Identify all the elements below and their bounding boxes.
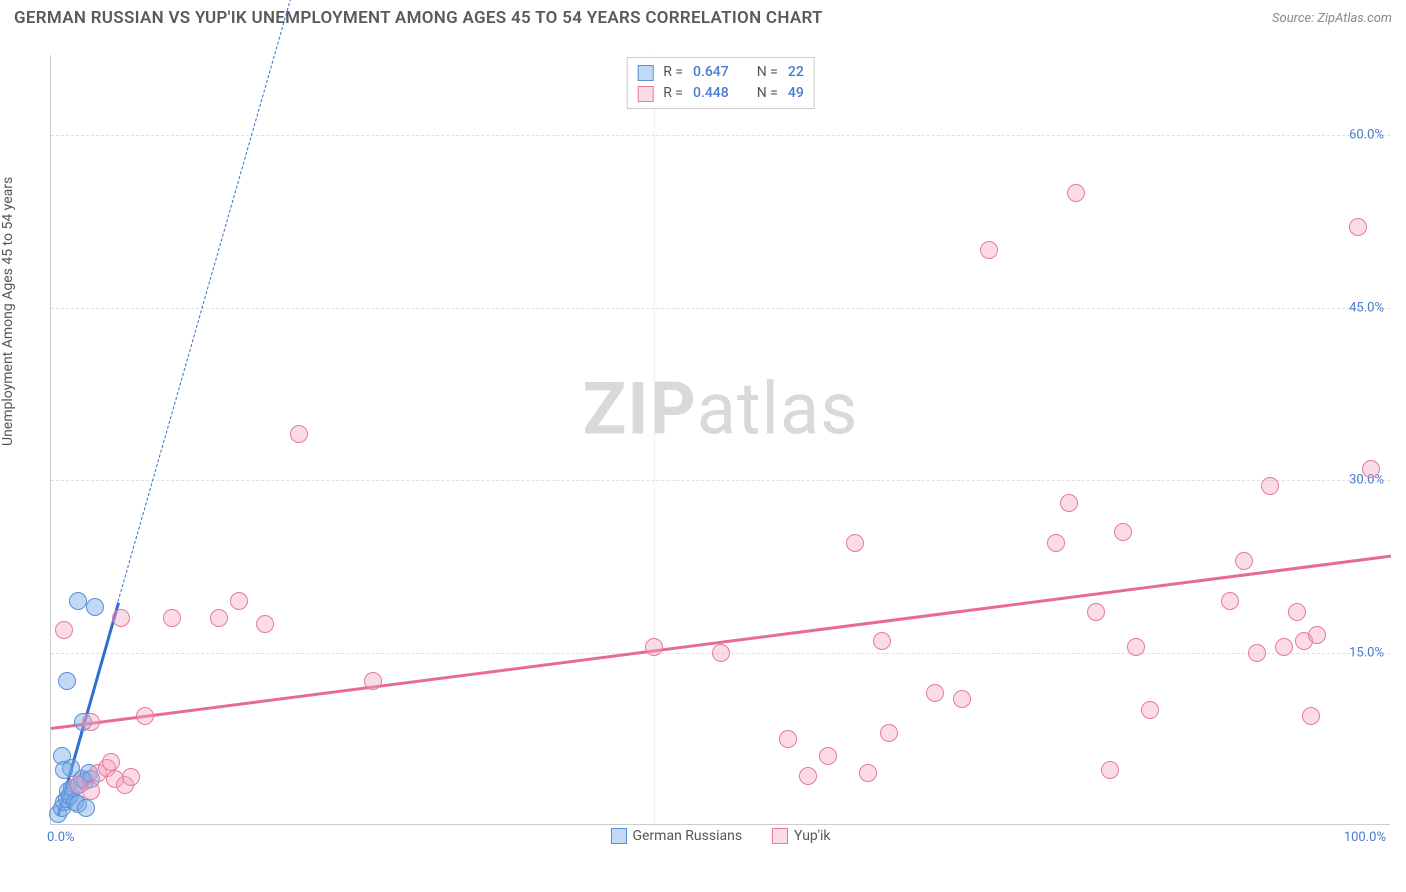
watermark: ZIPatlas — [583, 366, 859, 451]
data-point — [136, 707, 154, 725]
data-point — [122, 768, 140, 786]
stats-row: R = 0.647 N = 22 — [637, 62, 804, 83]
scatter-plot: ZIPatlas 15.0%30.0%45.0%60.0%0.0%100.0%R… — [50, 55, 1390, 825]
y-tick-label: 60.0% — [1349, 128, 1384, 143]
data-point — [82, 782, 100, 800]
data-point — [1248, 644, 1266, 662]
data-point — [1349, 218, 1367, 236]
r-label: R = — [663, 62, 683, 83]
data-point — [779, 730, 797, 748]
legend-swatch — [772, 828, 788, 844]
data-point — [77, 799, 95, 817]
r-label: R = — [663, 83, 683, 104]
data-point — [1275, 638, 1293, 656]
data-point — [873, 632, 891, 650]
x-tick-label: 0.0% — [47, 830, 75, 845]
data-point — [163, 609, 181, 627]
r-value: 0.448 — [693, 83, 729, 104]
n-label: N = — [757, 62, 778, 83]
legend-label: Yup'ik — [794, 828, 830, 844]
data-point — [1288, 603, 1306, 621]
data-point — [846, 534, 864, 552]
x-tick-label: 100.0% — [1344, 830, 1386, 845]
series-legend: German Russians Yup'ik — [610, 828, 830, 844]
data-point — [799, 767, 817, 785]
data-point — [926, 684, 944, 702]
data-point — [819, 747, 837, 765]
data-point — [230, 592, 248, 610]
data-point — [55, 621, 73, 639]
gridline — [51, 480, 1390, 481]
data-point — [1114, 523, 1132, 541]
data-point — [290, 425, 308, 443]
data-point — [859, 764, 877, 782]
source-label: Source: ZipAtlas.com — [1272, 11, 1392, 26]
data-point — [112, 609, 130, 627]
data-point — [1087, 603, 1105, 621]
data-point — [364, 672, 382, 690]
data-point — [58, 672, 76, 690]
data-point — [210, 609, 228, 627]
data-point — [1261, 477, 1279, 495]
data-point — [256, 615, 274, 633]
data-point — [82, 713, 100, 731]
data-point — [1235, 552, 1253, 570]
stats-row: R = 0.448 N = 49 — [637, 83, 804, 104]
y-tick-label: 15.0% — [1349, 645, 1384, 660]
data-point — [712, 644, 730, 662]
data-point — [1127, 638, 1145, 656]
data-point — [55, 761, 73, 779]
data-point — [1362, 460, 1380, 478]
y-tick-label: 45.0% — [1349, 300, 1384, 315]
data-point — [1060, 494, 1078, 512]
data-point — [102, 753, 120, 771]
data-point — [953, 690, 971, 708]
data-point — [1302, 707, 1320, 725]
trend-line — [118, 0, 400, 602]
legend-item: German Russians — [610, 828, 742, 844]
n-label: N = — [757, 83, 778, 104]
y-axis-label: Unemployment Among Ages 45 to 54 years — [0, 177, 16, 446]
chart-title: GERMAN RUSSIAN VS YUP'IK UNEMPLOYMENT AM… — [14, 8, 823, 28]
trend-line — [51, 555, 1391, 730]
data-point — [69, 592, 87, 610]
gridline — [51, 308, 1390, 309]
legend-swatch — [637, 65, 653, 81]
data-point — [980, 241, 998, 259]
legend-swatch — [610, 828, 626, 844]
data-point — [645, 638, 663, 656]
gridline — [654, 55, 655, 824]
data-point — [1047, 534, 1065, 552]
data-point — [1221, 592, 1239, 610]
stats-legend: R = 0.647 N = 22 R = 0.448 N = 49 — [626, 57, 815, 109]
legend-item: Yup'ik — [772, 828, 830, 844]
data-point — [1067, 184, 1085, 202]
data-point — [1141, 701, 1159, 719]
r-value: 0.647 — [693, 62, 729, 83]
data-point — [1308, 626, 1326, 644]
n-value: 22 — [788, 62, 804, 83]
data-point — [1101, 761, 1119, 779]
data-point — [86, 598, 104, 616]
legend-swatch — [637, 86, 653, 102]
data-point — [880, 724, 898, 742]
n-value: 49 — [788, 83, 804, 104]
legend-label: German Russians — [632, 828, 742, 844]
